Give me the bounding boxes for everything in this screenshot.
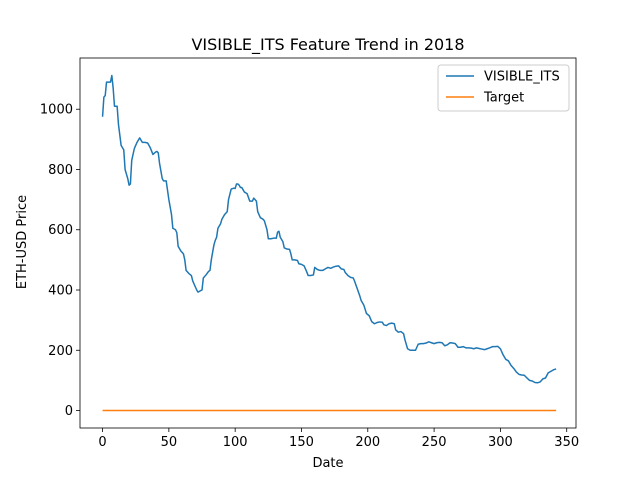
y-tick-label: 800 — [48, 163, 73, 178]
y-tick-label: 200 — [48, 344, 73, 359]
y-tick-label: 400 — [48, 284, 73, 299]
x-tick-label: 100 — [223, 435, 248, 450]
x-tick-label: 250 — [422, 435, 447, 450]
x-tick-label: 200 — [355, 435, 380, 450]
x-tick-label: 0 — [98, 435, 106, 450]
series-line-visible-its — [101, 74, 557, 384]
y-tick-label: 600 — [48, 223, 73, 238]
legend: VISIBLE_ITS Target — [437, 64, 570, 112]
x-axis-label: Date — [312, 456, 343, 471]
legend-label: VISIBLE_ITS — [484, 70, 560, 85]
x-tick-label: 300 — [488, 435, 513, 450]
x-tick-label: 50 — [161, 435, 178, 450]
y-tick-label: 1000 — [40, 103, 73, 118]
x-tick-label: 150 — [289, 435, 314, 450]
y-axis-label: ETH-USD Price — [15, 195, 30, 289]
y-tick-label: 0 — [65, 404, 73, 419]
legend-label: Target — [483, 91, 524, 106]
axes-frame — [79, 57, 577, 429]
x-tick-label: 350 — [554, 435, 579, 450]
chart-title: VISIBLE_ITS Feature Trend in 2018 — [191, 35, 464, 55]
